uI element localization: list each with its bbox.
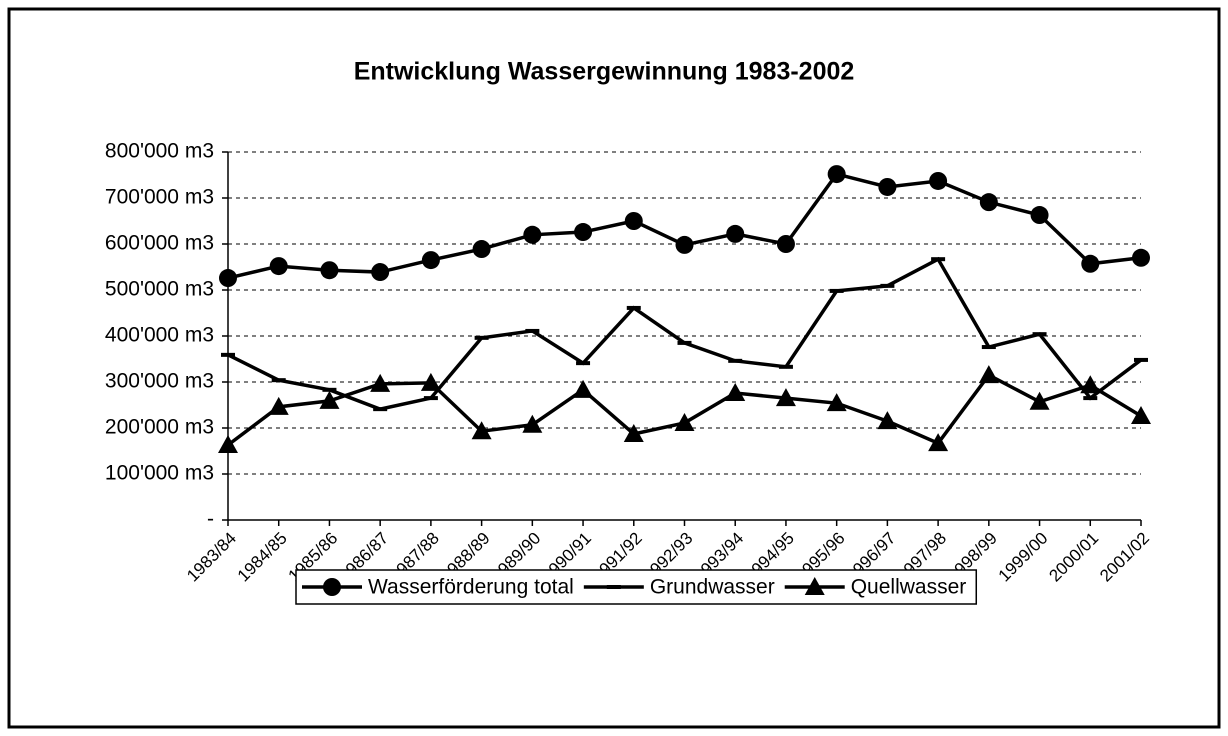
marker: [371, 263, 390, 282]
marker: [624, 212, 643, 230]
marker: [978, 365, 999, 384]
legend-label: Grundwasser: [650, 576, 775, 599]
marker: [1132, 248, 1150, 267]
marker: [804, 577, 825, 595]
legend-label: Wasserförderung total: [368, 576, 574, 599]
marker: [928, 433, 949, 452]
marker: [420, 372, 441, 391]
marker: [573, 379, 594, 398]
y-tick-label: 700'000 m3: [105, 186, 214, 209]
marker: [979, 193, 998, 212]
y-tick-label: 500'000 m3: [105, 278, 214, 301]
marker: [522, 414, 543, 433]
chart-title: Entwicklung Wassergewinnung 1983-2002: [354, 58, 855, 86]
marker: [726, 224, 745, 243]
marker: [421, 251, 440, 270]
marker: [323, 578, 341, 596]
marker: [776, 235, 795, 253]
marker: [472, 240, 491, 259]
marker: [370, 373, 391, 392]
marker: [1131, 406, 1151, 425]
marker: [877, 411, 898, 430]
marker: [1030, 206, 1049, 225]
y-tick-label: 100'000 m3: [105, 462, 214, 485]
marker: [878, 177, 897, 196]
legend: Wasserförderung total Grundwasser Quellwas…: [295, 569, 978, 605]
marker: [1081, 254, 1100, 273]
marker: [827, 165, 846, 184]
marker: [674, 412, 695, 431]
marker: [1080, 375, 1101, 394]
marker: [523, 225, 542, 244]
y-tick-label: 200'000 m3: [105, 416, 214, 439]
y-tick-label: 600'000 m3: [105, 232, 214, 255]
marker: [826, 393, 847, 412]
marker: [1029, 391, 1050, 410]
marker: [574, 223, 593, 242]
chart-frame: [7, 7, 1221, 729]
marker: [218, 435, 238, 454]
marker: [725, 383, 746, 402]
marker: [268, 396, 289, 415]
marker: [320, 261, 339, 280]
marker: [471, 421, 492, 440]
y-tick-label: -: [207, 508, 214, 531]
marker: [269, 257, 288, 276]
legend-label: Quellwasser: [851, 576, 967, 599]
y-tick-label: 800'000 m3: [105, 140, 214, 163]
y-tick-label: 300'000 m3: [105, 370, 214, 393]
marker: [675, 235, 694, 254]
marker: [219, 269, 237, 288]
marker: [623, 423, 644, 442]
marker: [929, 171, 948, 190]
marker: [319, 390, 340, 409]
marker: [775, 388, 796, 407]
y-tick-label: 400'000 m3: [105, 324, 214, 347]
